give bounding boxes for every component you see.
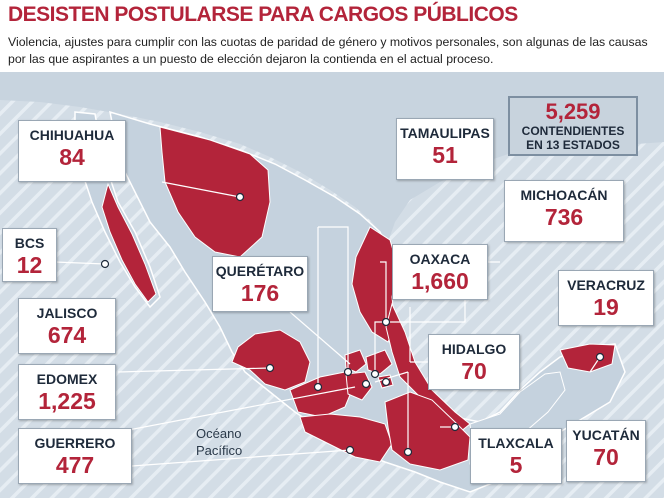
state-name-jalisco: JALISCO [36, 305, 98, 321]
state-box-oaxaca: OAXACA 1,660 [392, 244, 488, 300]
total-label-2: EN 13 ESTADOS [526, 138, 620, 152]
state-box-yucatan: YUCATÁN 70 [566, 420, 646, 482]
state-name-oaxaca: OAXACA [409, 251, 471, 267]
state-queretaro [344, 349, 367, 373]
state-edomex [345, 371, 373, 401]
state-value-chihuahua: 84 [59, 144, 85, 170]
total-label-1: CONTENDIENTES [521, 124, 625, 138]
state-box-hidalgo: HIDALGO 70 [428, 334, 520, 390]
state-value-guerrero: 477 [55, 452, 95, 478]
state-guerrero [299, 413, 393, 463]
state-value-tamaulipas: 51 [432, 142, 458, 168]
state-name-queretaro: QUERÉTARO [215, 263, 305, 279]
state-value-yucatan: 70 [593, 444, 619, 470]
state-name-chihuahua: CHIHUAHUA [29, 127, 115, 143]
state-name-bcs: BCS [14, 235, 45, 251]
state-bcs [101, 182, 157, 303]
state-value-tlaxcala: 5 [509, 452, 523, 478]
state-box-edomex: EDOMEX 1,225 [18, 364, 116, 420]
ocean-label: Océano Pacífico [196, 425, 242, 459]
page-subtitle: Violencia, ajustes para cumplir con las … [8, 35, 648, 66]
state-box-michoacan: MICHOACÁN 736 [504, 180, 624, 242]
state-name-guerrero: GUERRERO [34, 435, 116, 451]
usa-landmass [0, 72, 664, 242]
state-box-tlaxcala: TLAXCALA 5 [470, 428, 562, 484]
state-box-bcs: BCS 12 [2, 228, 57, 282]
state-value-jalisco: 674 [47, 322, 87, 348]
state-name-edomex: EDOMEX [36, 371, 98, 387]
state-value-queretaro: 176 [240, 280, 280, 306]
markers [100, 192, 605, 457]
state-yucatan [559, 343, 616, 373]
ocean-label-line-2: Pacífico [196, 443, 243, 458]
state-box-queretaro: QUERÉTARO 176 [212, 256, 308, 312]
state-name-yucatan: YUCATÁN [572, 427, 640, 443]
state-box-tamaulipas: TAMAULIPAS 51 [396, 118, 494, 180]
state-value-veracruz: 19 [593, 294, 619, 320]
state-value-oaxaca: 1,660 [411, 268, 469, 294]
page-title: DESISTEN POSTULARSE PARA CARGOS PÚBLICOS [8, 3, 518, 26]
state-hidalgo [365, 349, 393, 375]
state-value-bcs: 12 [16, 252, 43, 278]
total-value: 5,259 [545, 99, 601, 124]
leader-lines [54, 181, 601, 468]
state-name-michoacan: MICHOACÁN [520, 187, 608, 203]
state-value-michoacan: 736 [544, 204, 584, 230]
state-name-veracruz: VERACRUZ [567, 277, 645, 293]
state-jalisco [231, 329, 311, 391]
state-value-hidalgo: 70 [461, 358, 487, 384]
state-name-tamaulipas: TAMAULIPAS [400, 125, 490, 141]
state-box-chihuahua: CHIHUAHUA 84 [18, 120, 126, 182]
state-box-veracruz: VERACRUZ 19 [558, 270, 654, 326]
state-name-tlaxcala: TLAXCALA [478, 435, 554, 451]
state-box-jalisco: JALISCO 674 [18, 298, 116, 354]
state-value-edomex: 1,225 [38, 388, 96, 414]
state-michoacan [289, 371, 353, 418]
ocean-label-line-1: Océano [196, 426, 242, 441]
total-contenders-box: 5,259 CONTENDIENTES EN 13 ESTADOS [508, 96, 638, 156]
state-name-hidalgo: HIDALGO [441, 341, 507, 357]
state-box-guerrero: GUERRERO 477 [18, 428, 132, 484]
